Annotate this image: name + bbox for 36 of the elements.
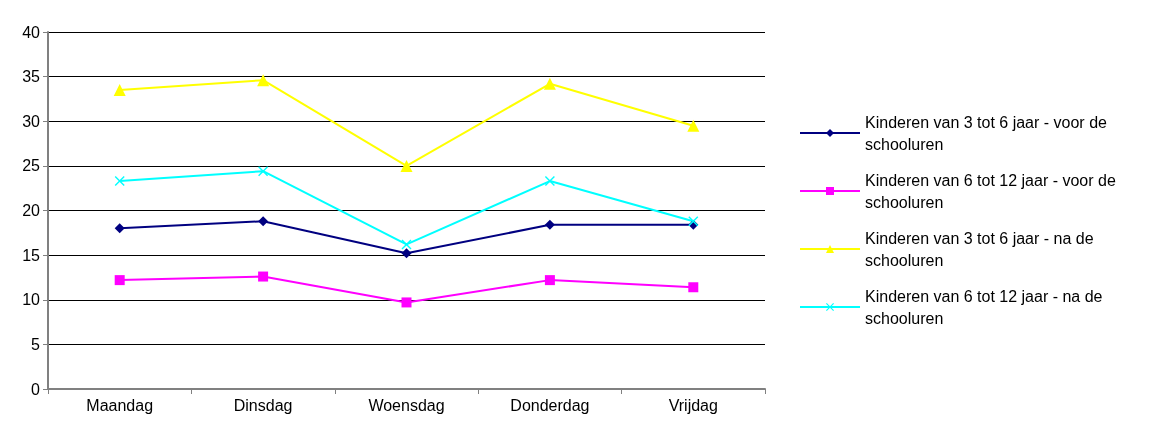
point — [544, 176, 555, 187]
x-tick-label: Vrijdag — [668, 396, 718, 414]
y-tick-label: 5 — [31, 335, 41, 353]
point — [543, 77, 556, 90]
point — [114, 275, 125, 286]
legend-label: Kinderen van 3 tot 6 jaar - voor de schooluren — [865, 113, 1112, 153]
y-tick-label: 35 — [22, 68, 41, 86]
point — [688, 282, 699, 293]
point — [258, 271, 269, 282]
point — [257, 74, 270, 87]
y-tick-label: 20 — [22, 202, 41, 219]
y-tick-label: 40 — [22, 23, 41, 41]
point — [401, 239, 412, 250]
legend-label: Kinderen van 6 tot 12 jaar - voor de schooluren — [865, 171, 1121, 211]
x-tick-label: Dinsdag — [233, 396, 293, 414]
point — [258, 166, 269, 177]
y-tick-label: 25 — [22, 157, 41, 175]
point — [401, 297, 412, 308]
point — [401, 248, 412, 259]
y-tick-label: 10 — [22, 291, 41, 309]
legend-label: Kinderen van 3 tot 6 jaar - na de schooluren — [865, 229, 1099, 269]
y-tick-label: 0 — [31, 380, 41, 398]
point — [114, 176, 125, 187]
x-tick-label: Maandag — [86, 396, 154, 414]
y-tick-label: 30 — [22, 112, 41, 130]
point — [544, 219, 555, 230]
y-tick-label: 15 — [22, 246, 41, 264]
point — [687, 119, 700, 132]
x-tick-label: Donderdag — [510, 396, 590, 414]
point — [113, 84, 126, 97]
point — [114, 223, 125, 234]
point — [400, 159, 413, 172]
x-tick-label: Woensdag — [368, 396, 445, 414]
point — [258, 216, 269, 227]
legend-label: Kinderen van 6 tot 12 jaar - na de schooluren — [865, 287, 1107, 327]
point — [544, 275, 555, 286]
